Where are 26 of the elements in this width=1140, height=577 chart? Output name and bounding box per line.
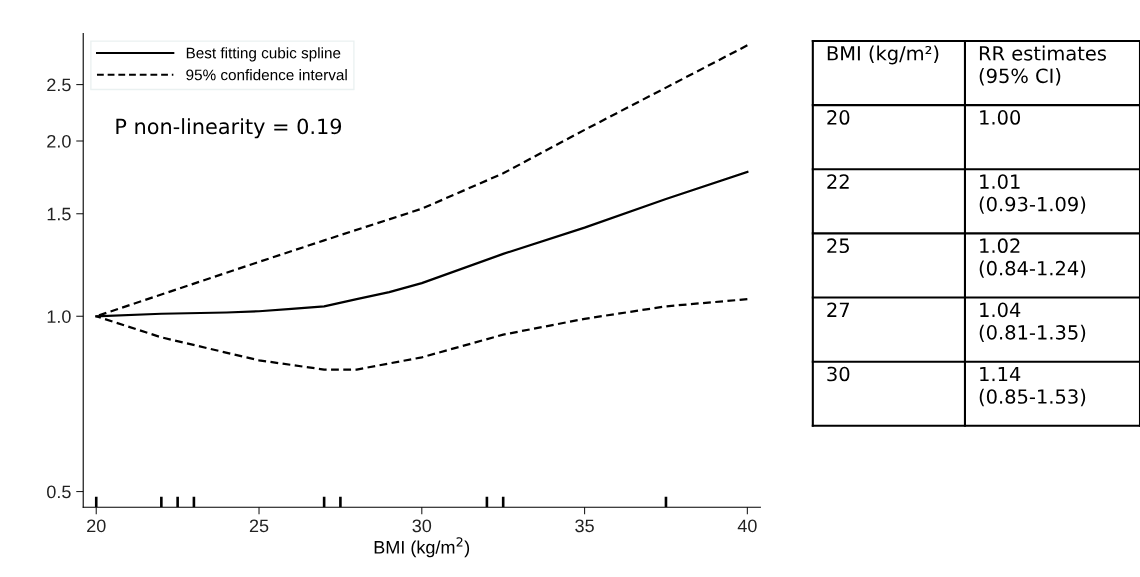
- y-tick-label: 1.0: [47, 310, 71, 323]
- text: 1.01 (0.93-1.09): [979, 174, 1086, 214]
- y-tick-label: 2.5: [47, 78, 71, 92]
- x-tick-label: 35: [575, 519, 594, 533]
- x-tick-label: 20: [87, 519, 106, 533]
- y-tick-label: 1.5: [47, 207, 71, 221]
- legend-label: Best fitting cubic spline: [186, 47, 341, 62]
- x-tick-label: 40: [737, 519, 757, 533]
- y-tick-label: 2.0: [47, 134, 71, 148]
- text: RR estimates (95% CI): [979, 45, 1106, 86]
- x-axis-title: BMI (kg/m$^{2}$): [374, 537, 470, 558]
- y-tick-label: 0.5: [47, 485, 71, 499]
- text: 1.02 (0.84-1.24): [979, 238, 1086, 278]
- annotation: P non-linearity = 0.19: [116, 118, 342, 139]
- text: 30: [827, 366, 850, 382]
- text: 1.04 (0.81-1.35): [979, 302, 1086, 343]
- text: 25: [827, 238, 849, 254]
- x-tick-label: 30: [412, 519, 432, 533]
- x-tick-label: 25: [249, 519, 269, 533]
- text: 20: [827, 110, 850, 125]
- text: 1.14 (0.85-1.53): [979, 366, 1086, 407]
- text: BMI (kg/m²): [827, 45, 939, 65]
- text: 27: [827, 302, 849, 317]
- legend-label: 95% confidence interval: [186, 69, 347, 81]
- text: 1.00: [980, 110, 1021, 125]
- text: 22: [827, 174, 849, 189]
